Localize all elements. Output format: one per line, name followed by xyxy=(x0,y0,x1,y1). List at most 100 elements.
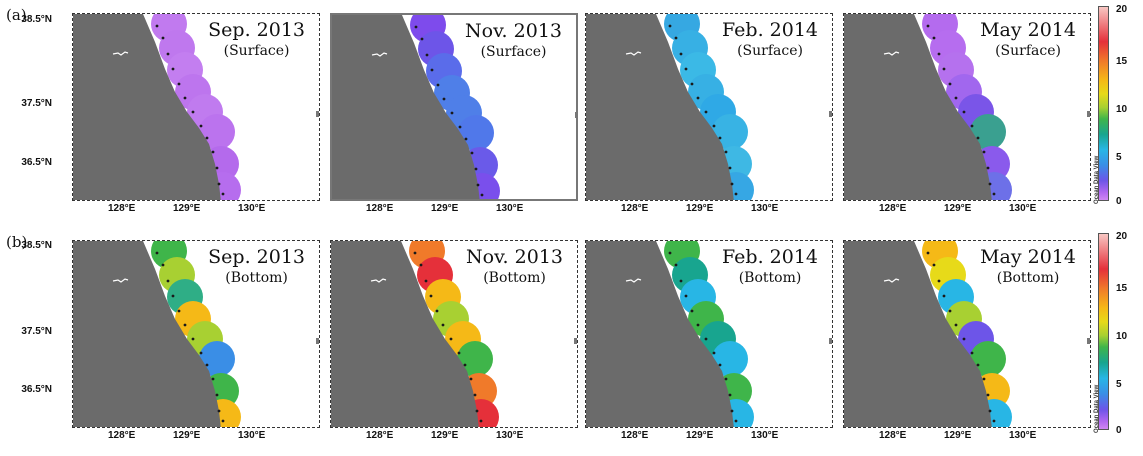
edge-marker xyxy=(316,338,319,344)
station-dot xyxy=(480,193,484,197)
map-panel: Feb. 2014 (Surface) 128°E 129°E 130°E xyxy=(585,13,833,214)
station-dot xyxy=(177,82,181,86)
station-dot xyxy=(674,36,678,40)
row-label-a: (a) xyxy=(6,6,27,24)
station-dot xyxy=(424,279,428,283)
land-mass xyxy=(844,241,992,427)
station-dot xyxy=(166,52,170,56)
lon-label: 128°E xyxy=(108,430,136,441)
map-frame: Sep. 2013 (Bottom) xyxy=(72,240,320,428)
lon-label: 128°E xyxy=(621,203,649,214)
lon-label: 128°E xyxy=(366,430,394,441)
cb-top-tick-15: 15 xyxy=(1116,56,1128,67)
panel-layer: (Surface) xyxy=(223,43,290,59)
panel-layer: (Surface) xyxy=(480,44,547,60)
station-dot xyxy=(988,409,992,413)
station-dot xyxy=(155,251,159,255)
map-svg xyxy=(844,14,1090,200)
colorbar-bottom-gradient xyxy=(1098,233,1109,430)
field-blob xyxy=(199,114,235,150)
station-dot xyxy=(217,182,221,186)
lake-mark xyxy=(625,51,642,56)
lon-label: 128°E xyxy=(879,430,907,441)
station-dot xyxy=(734,419,738,423)
station-dot xyxy=(976,363,980,367)
station-dot xyxy=(704,110,708,114)
station-dot xyxy=(476,183,480,187)
station-dot xyxy=(479,419,483,423)
panel-date: Feb. 2014 xyxy=(722,19,818,41)
cb-bottom-tick-0: 0 xyxy=(1116,425,1122,436)
station-dot xyxy=(926,251,930,255)
station-dot xyxy=(449,337,453,341)
lon-label: 129°E xyxy=(944,203,972,214)
station-dot xyxy=(166,279,170,283)
station-dot xyxy=(970,124,974,128)
map-svg xyxy=(73,14,319,200)
station-dot xyxy=(730,182,734,186)
panel-date: Feb. 2014 xyxy=(722,246,818,268)
panel-title: Sep. 2013 (Surface) xyxy=(208,18,305,60)
station-dot xyxy=(221,192,225,196)
cb-bottom-tick-20: 20 xyxy=(1116,231,1128,242)
land-mass xyxy=(844,14,992,200)
lake-mark xyxy=(371,52,388,57)
panel-date: Nov. 2013 xyxy=(465,20,562,42)
map-frame: Feb. 2014 (Surface) xyxy=(585,13,833,201)
map-svg xyxy=(73,241,319,427)
lake-mark xyxy=(883,278,900,283)
station-dot xyxy=(937,279,941,283)
station-dot xyxy=(926,24,930,28)
lon-label: 129°E xyxy=(431,203,459,214)
station-dot xyxy=(668,251,672,255)
cb-top-tick-10: 10 xyxy=(1116,104,1128,115)
station-dot xyxy=(171,67,175,71)
panel-layer: (Bottom) xyxy=(225,270,288,286)
cb-bottom-tick-15: 15 xyxy=(1116,283,1128,294)
lon-label: 128°E xyxy=(879,203,907,214)
station-dot xyxy=(414,25,418,29)
lon-label: 130°E xyxy=(751,203,779,214)
field-blob xyxy=(457,341,493,377)
station-dot xyxy=(932,36,936,40)
panel-date: Nov. 2013 xyxy=(466,246,563,268)
edge-marker xyxy=(574,338,577,344)
station-dot xyxy=(976,136,980,140)
lon-label: 129°E xyxy=(173,203,201,214)
station-dot xyxy=(425,53,429,57)
map-frame: May 2014 (Bottom) xyxy=(843,240,1091,428)
field-blob xyxy=(199,341,235,377)
field-blob xyxy=(970,341,1006,377)
lon-label: 128°E xyxy=(621,430,649,441)
map-svg xyxy=(586,14,832,200)
map-panel: Nov. 2013 (Bottom) 128°E 129°E 130°E xyxy=(330,240,578,441)
lon-label: 129°E xyxy=(173,430,201,441)
map-svg xyxy=(331,241,577,427)
lon-label: 129°E xyxy=(686,203,714,214)
map-frame: Sep. 2013 (Surface) xyxy=(72,13,320,201)
land-mass xyxy=(73,14,221,200)
station-dot xyxy=(470,151,474,155)
station-dot xyxy=(419,263,423,267)
station-dot xyxy=(211,377,215,381)
lon-label: 128°E xyxy=(366,203,394,214)
colorbar-top-gradient xyxy=(1098,6,1109,201)
panel-title: May 2014 (Surface) xyxy=(980,18,1076,60)
panel-layer: (Bottom) xyxy=(996,270,1060,286)
lake-mark xyxy=(112,278,129,283)
station-dot xyxy=(690,309,694,313)
edge-marker xyxy=(829,338,832,344)
station-dot xyxy=(728,166,732,170)
lon-label: 129°E xyxy=(686,430,714,441)
panel-layer: (Bottom) xyxy=(738,270,802,286)
station-dot xyxy=(696,323,700,327)
lake-mark xyxy=(370,278,387,283)
panel-layer: (Bottom) xyxy=(483,270,546,286)
map-panel: Feb. 2014 (Bottom) 128°E 129°E 130°E xyxy=(585,240,833,441)
map-panel: Nov. 2013 (Surface) 128°E 129°E 130°E xyxy=(330,13,578,214)
station-dot xyxy=(155,24,159,28)
lat-label-a-37-5: 37.5°N xyxy=(21,98,52,109)
station-dot xyxy=(712,124,716,128)
lat-label-b-37-5: 37.5°N xyxy=(21,326,52,337)
land-mass xyxy=(586,241,734,427)
